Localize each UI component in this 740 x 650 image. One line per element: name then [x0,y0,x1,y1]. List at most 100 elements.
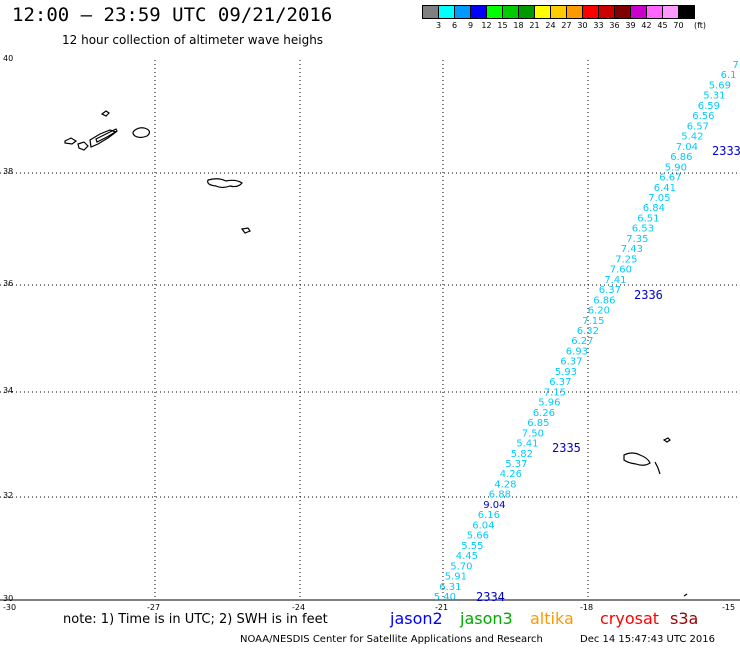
lon-label: -27 [147,603,161,612]
page-title: 12:00 – 23:59 UTC 09/21/2016 [12,4,333,26]
swh-value: 5.55 [461,541,483,552]
swh-value: 4.26 [500,469,522,480]
legend-label: 24 [545,21,556,30]
swh-value: 7.35 [626,234,648,245]
lat-label: 38 [3,167,14,176]
swh-value: 6.57 [687,121,709,132]
swh-value: 6.93 [566,347,588,358]
swh-value: 6.37 [549,377,571,388]
island-pico [89,129,118,148]
swh-value: 4.28 [494,480,516,491]
island-santa-maria [240,227,251,234]
swh-value: 6.16 [478,510,500,521]
grid-lines [0,60,740,600]
cycle-label: 2336 [634,288,663,302]
legend-unit: (ft) [693,21,707,30]
legend-label: 27 [561,21,572,30]
lon-label: -30 [3,603,17,612]
legend-label: 30 [577,21,588,30]
lat-label: 36 [3,279,14,288]
swh-value: 6.37 [599,285,621,296]
swh-value: 6.84 [643,203,665,214]
island-graciosa [132,127,151,139]
legend-label: 3 [435,21,442,30]
island-corvo [64,137,78,145]
island-sao-miguel [207,178,243,189]
footer-organization: NOAA/NESDIS Center for Satellite Applica… [240,634,543,645]
swh-value: 6.67 [659,173,681,184]
legend-label: 39 [625,21,636,30]
swh-value: 7. [732,60,740,71]
coastlines [64,110,688,597]
swh-value: 5.42 [681,132,703,143]
satellite-s3a-label: s3a [670,609,699,628]
swh-value: 6.31 [439,582,461,593]
legend-label: 70 [673,21,684,30]
swh-value: 6.85 [527,418,549,429]
swh-value: 9.04 [483,500,505,511]
footer-timestamp: Dec 14 15:47:43 UTC 2016 [580,634,715,645]
swh-value: 6.86 [670,152,692,163]
island-madeira [623,452,651,466]
legend-label: 36 [609,21,620,30]
island-sao-jorge [95,128,118,143]
legend-label: 18 [513,21,524,30]
satellite-cryosat-label: cryosat [600,609,660,628]
swh-value: 6.27 [571,336,593,347]
legend-label: 42 [641,21,652,30]
cycle-label: 2334 [476,590,505,604]
cycle-label: 2335 [552,441,581,455]
swh-value: 7.15 [582,316,604,327]
satellite-jason3-label: jason3 [460,609,513,628]
swh-value: 7.15 [544,387,566,398]
swh-value: 7.43 [621,244,643,255]
satellite-altika-label: altika [530,609,574,628]
swh-value: 6.86 [593,295,615,306]
swh-value: 5.70 [450,561,472,572]
swh-value: 7.41 [604,275,626,286]
swh-value: 6.88 [489,490,511,501]
altimeter-track: 7.6.15.695.316.596.566.575.427.046.865.9… [434,60,740,603]
swh-value: 5.66 [467,531,489,542]
lon-label: -18 [580,603,594,612]
legend-label: 15 [497,21,508,30]
swh-value: 5.40 [434,592,456,603]
lat-label: 40 [3,54,14,63]
swh-value: 5.91 [445,572,467,583]
units-note: note: 1) Time is in UTC; 2) SWH is in fe… [63,612,328,627]
island-flores [100,110,110,117]
legend-swatch [678,5,695,19]
swh-value: 6.04 [472,520,494,531]
swh-value: 6.32 [577,326,599,337]
swh-value: 5.96 [538,398,560,409]
swh-value: 6.20 [588,306,610,317]
swh-value: 7.04 [676,142,698,153]
legend-label: 33 [593,21,604,30]
swh-value: 6.41 [654,183,676,194]
page-subtitle: 12 hour collection of altimeter wave hei… [62,33,324,47]
swh-value: 5.82 [511,449,533,460]
swh-value: 7.05 [648,193,670,204]
swh-value: 6.26 [533,408,555,419]
legend-label: 45 [657,21,668,30]
swh-value: 6.59 [698,101,720,112]
legend-label: 12 [481,21,492,30]
swh-value: 6.1 [721,70,737,81]
lat-label: 30 [3,594,14,603]
swh-value: 6.37 [560,357,582,368]
legend-labels: 3 6 9 12 15 18 21 24 27 30 33 36 39 42 45 70 (ft) [422,21,740,33]
swh-value: 7.25 [615,254,637,265]
legend-label: 9 [467,21,474,30]
swh-value: 5.90 [665,162,687,173]
color-legend [422,5,695,19]
legend-label: 6 [451,21,458,30]
cycle-label: 2333 [712,144,740,158]
swh-value: 5.31 [703,91,725,102]
lat-label: 34 [3,386,14,395]
swh-value: 5.41 [516,439,538,450]
island-desertas [654,461,661,475]
lon-label: -24 [292,603,306,612]
swh-value: 6.56 [692,111,714,122]
lon-label: -15 [722,603,736,612]
